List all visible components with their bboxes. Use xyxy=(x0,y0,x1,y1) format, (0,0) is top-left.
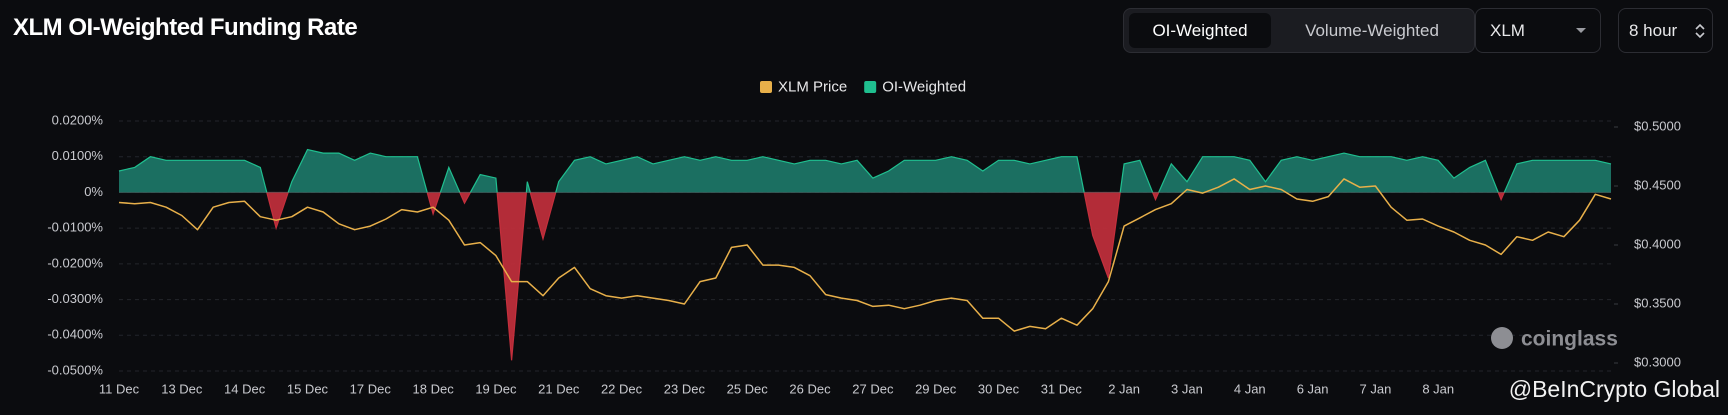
legend-swatch xyxy=(864,81,877,93)
sort-arrows xyxy=(1695,23,1705,39)
interval-value: 8 hour xyxy=(1629,21,1678,40)
x-tick-label: 23 Dec xyxy=(664,381,706,396)
x-tick-label: 27 Dec xyxy=(852,381,894,396)
y-tick-label: -0.0100% xyxy=(47,220,103,235)
y2-tick-label: $0.3500 xyxy=(1634,295,1681,310)
funding-area xyxy=(119,149,1611,361)
y-tick-label: 0.0100% xyxy=(52,148,104,163)
legend-label: OI-Weighted xyxy=(882,78,966,95)
mode-toggle: OI-Weighted Volume-Weighted xyxy=(1123,8,1475,53)
y-tick-label: -0.0400% xyxy=(47,327,103,342)
chart-title: XLM OI-Weighted Funding Rate xyxy=(13,14,358,41)
x-tick-label: 18 Dec xyxy=(413,381,455,396)
x-tick-label: 14 Dec xyxy=(224,381,266,396)
funding-edge xyxy=(118,148,1612,361)
x-tick-label: 26 Dec xyxy=(789,381,831,396)
x-tick-label: 8 Jan xyxy=(1422,381,1454,396)
x-tick-label: 17 Dec xyxy=(350,381,392,396)
x-tick-label: 11 Dec xyxy=(99,381,140,396)
mode-button[interactable]: Volume-Weighted xyxy=(1305,21,1439,40)
y-tick-label: -0.0300% xyxy=(47,291,103,306)
mode-button[interactable]: OI-Weighted xyxy=(1129,13,1271,48)
watermark-icon xyxy=(1491,327,1513,349)
interval-select[interactable]: 8 hour xyxy=(1618,8,1713,53)
x-tick-label: 19 Dec xyxy=(475,381,517,396)
x-tick-label: 7 Jan xyxy=(1360,381,1392,396)
y2-tick-label: $0.5000 xyxy=(1634,118,1681,133)
x-tick-label: 21 Dec xyxy=(538,381,580,396)
x-tick-label: 3 Jan xyxy=(1171,381,1203,396)
x-tick-label: 2 Jan xyxy=(1108,381,1140,396)
y-tick-label: -0.0500% xyxy=(47,362,103,377)
y-tick-label: 0% xyxy=(84,184,103,199)
legend-swatch xyxy=(760,81,772,93)
y2-tick-label: $0.3000 xyxy=(1634,354,1681,369)
y-tick-label: 0.0200% xyxy=(52,112,104,127)
dropdown-arrow xyxy=(1576,28,1586,33)
x-tick-label: 30 Dec xyxy=(978,381,1020,396)
price-line xyxy=(118,178,1612,332)
symbol-value: XLM xyxy=(1490,21,1525,40)
x-tick-label: 22 Dec xyxy=(601,381,643,396)
watermark: @BeInCrypto Global xyxy=(1509,376,1720,402)
legend-label: XLM Price xyxy=(778,78,847,95)
y2-tick-label: $0.4000 xyxy=(1634,236,1681,251)
watermark: coinglass xyxy=(1521,328,1618,351)
symbol-select[interactable]: XLM xyxy=(1475,8,1601,53)
y2-tick-label: $0.4500 xyxy=(1634,177,1681,192)
x-tick-label: 13 Dec xyxy=(161,381,203,396)
x-tick-label: 15 Dec xyxy=(287,381,329,396)
x-tick-label: 6 Jan xyxy=(1297,381,1329,396)
x-tick-label: 31 Dec xyxy=(1041,381,1083,396)
x-tick-label: 29 Dec xyxy=(915,381,957,396)
x-tick-label: 25 Dec xyxy=(727,381,769,396)
y-tick-label: -0.0200% xyxy=(47,255,103,270)
x-tick-label: 4 Jan xyxy=(1234,381,1266,396)
